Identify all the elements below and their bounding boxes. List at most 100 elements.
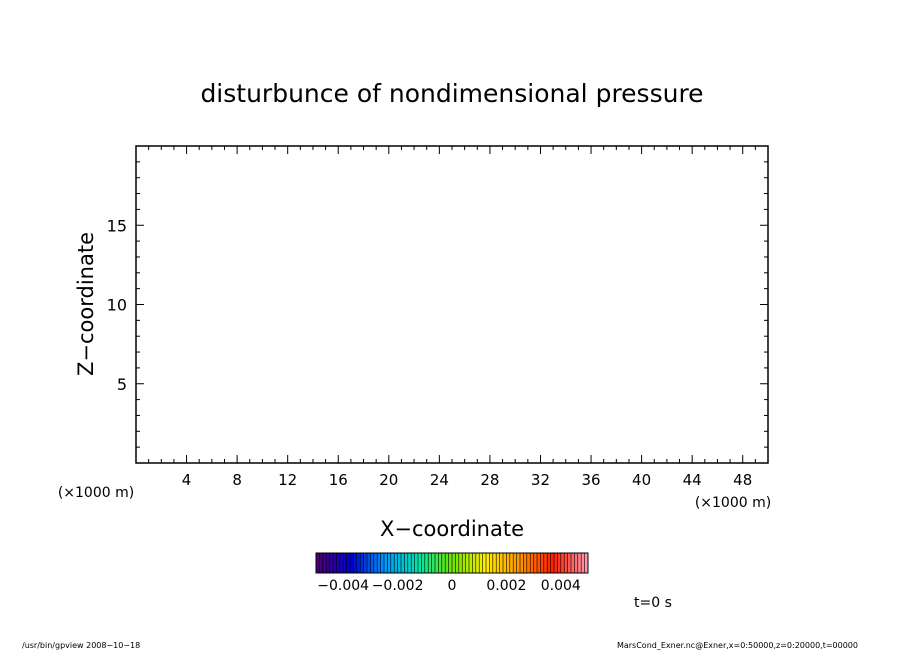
y-tick-label: 15: [107, 216, 127, 235]
x-tick-label: 28: [480, 471, 499, 489]
colorbar-cell: [428, 553, 432, 573]
colorbar-cell: [343, 553, 347, 573]
colorbar-cell: [431, 553, 436, 573]
colorbar-cell: [526, 553, 531, 573]
y-axis-unit: (×1000 m): [58, 485, 134, 501]
colorbar-cell: [513, 553, 517, 573]
x-tick-label: 40: [632, 471, 651, 489]
y-axis-ticks: [136, 161, 768, 448]
colorbar-tick-label: 0: [448, 578, 457, 594]
colorbar-cell: [530, 553, 534, 573]
colorbar-cell: [387, 553, 392, 573]
colorbar-cell: [584, 553, 589, 573]
colorbar-cell: [482, 553, 487, 573]
colorbar-cell: [411, 553, 415, 573]
colorbar-cell: [336, 553, 341, 573]
colorbar-cell: [577, 553, 582, 573]
colorbar-cell: [438, 553, 443, 573]
colorbar-cell: [360, 553, 364, 573]
footer-program-date: /usr/bin/gpview 2008−10−18: [22, 641, 141, 650]
colorbar-cell: [458, 553, 463, 573]
colorbar-cell: [380, 553, 385, 573]
colorbar-cell: [571, 553, 575, 573]
plot-frame: [135, 145, 769, 464]
time-label: t=0 s: [634, 595, 672, 611]
x-tick-label: 4: [182, 471, 192, 489]
colorbar-cell: [322, 553, 327, 573]
colorbar-cell: [520, 553, 524, 573]
colorbar-cell: [353, 553, 358, 573]
chart-title: disturbunce of nondimensional pressure: [200, 79, 703, 108]
colorbar-cell: [441, 553, 446, 573]
colorbar-cell: [370, 553, 375, 573]
colorbar-tick-labels: −0.004 −0.002 0 0.002 0.004: [317, 578, 581, 594]
colorbar-cell: [581, 553, 585, 573]
colorbar-cell: [435, 553, 439, 573]
colorbar-tick-label: −0.004: [317, 578, 369, 594]
x-tick-label: 12: [278, 471, 297, 489]
colorbar-cell: [394, 553, 398, 573]
x-tick-label: 20: [379, 471, 398, 489]
colorbar-cell: [543, 553, 548, 573]
x-axis-ticks: [148, 146, 756, 463]
colorbar-cell: [404, 553, 409, 573]
colorbar-cells: [316, 553, 589, 573]
x-axis-label: X−coordinate: [380, 517, 524, 541]
y-tick-label: 10: [107, 296, 127, 315]
x-tick-label: 16: [329, 471, 348, 489]
colorbar-cell: [550, 553, 555, 573]
y-tick-label: 5: [117, 375, 127, 394]
colorbar-cell: [407, 553, 412, 573]
x-tick-label: 8: [232, 471, 242, 489]
x-tick-label: 32: [531, 471, 550, 489]
colorbar-cell: [329, 553, 334, 573]
y-axis-tick-labels: 5 10 15: [107, 216, 127, 394]
colorbar-cell: [377, 553, 381, 573]
colorbar-cell: [486, 553, 490, 573]
colorbar-cell: [503, 553, 507, 573]
colorbar-tick-label: 0.002: [486, 578, 526, 594]
colorbar-cell: [465, 553, 470, 573]
colorbar-cell: [523, 553, 528, 573]
colorbar: −0.004 −0.002 0 0.002 0.004: [315, 552, 589, 594]
colorbar-cell: [367, 553, 371, 573]
colorbar-cell: [533, 553, 538, 573]
x-tick-label: 24: [430, 471, 449, 489]
colorbar-cell: [547, 553, 551, 573]
footer-data-source: MarsCond_Exner.nc@Exner,x=0:50000,z=0:20…: [616, 641, 858, 650]
colorbar-cell: [390, 553, 395, 573]
colorbar-cell: [316, 553, 320, 573]
colorbar-cell: [479, 553, 483, 573]
colorbar-cell: [540, 553, 545, 573]
colorbar-cell: [401, 553, 405, 573]
colorbar-cell: [418, 553, 422, 573]
colorbar-cell: [339, 553, 344, 573]
colorbar-cell: [346, 553, 351, 573]
colorbar-cell: [363, 553, 368, 573]
colorbar-cell: [557, 553, 562, 573]
colorbar-cell: [319, 553, 324, 573]
colorbar-cell: [469, 553, 473, 573]
colorbar-cell: [472, 553, 477, 573]
colorbar-cell: [384, 553, 388, 573]
colorbar-tick-label: 0.004: [541, 578, 581, 594]
colorbar-cell: [475, 553, 480, 573]
colorbar-cell: [445, 553, 449, 573]
colorbar-tick-label: −0.002: [372, 578, 424, 594]
y-axis-label: Z−coordinate: [74, 232, 98, 376]
colorbar-cell: [326, 553, 330, 573]
colorbar-cell: [564, 553, 568, 573]
colorbar-cell: [350, 553, 354, 573]
colorbar-cell: [455, 553, 460, 573]
colorbar-cell: [424, 553, 429, 573]
colorbar-cell: [574, 553, 579, 573]
colorbar-frame: [315, 552, 589, 574]
x-tick-label: 36: [581, 471, 600, 489]
colorbar-cell: [492, 553, 497, 573]
colorbar-cell: [509, 553, 514, 573]
colorbar-cell: [567, 553, 572, 573]
colorbar-cell: [356, 553, 361, 573]
x-tick-label: 48: [733, 471, 752, 489]
colorbar-cell: [414, 553, 419, 573]
